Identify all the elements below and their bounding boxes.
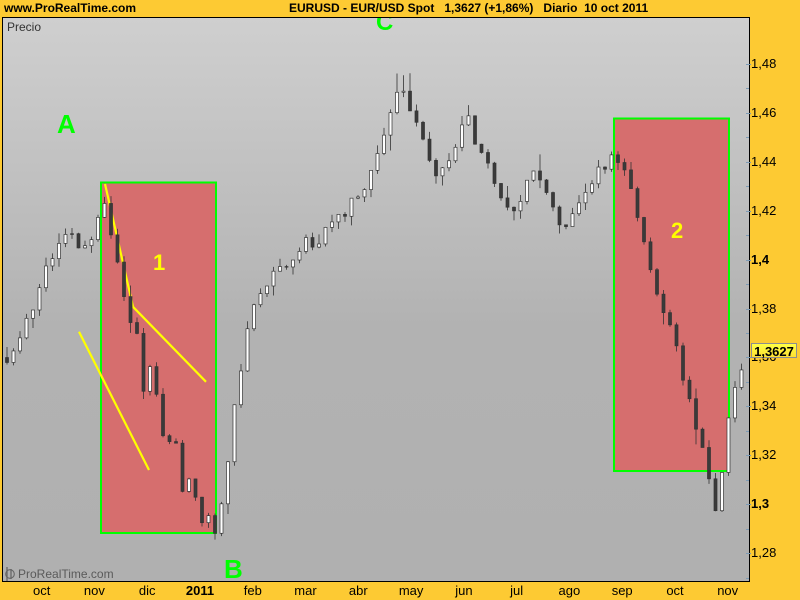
svg-text:A: A xyxy=(57,109,76,139)
svg-text:1: 1 xyxy=(153,250,165,275)
svg-text:B: B xyxy=(224,554,243,582)
svg-text:2: 2 xyxy=(671,218,683,243)
svg-text:C: C xyxy=(376,18,393,36)
